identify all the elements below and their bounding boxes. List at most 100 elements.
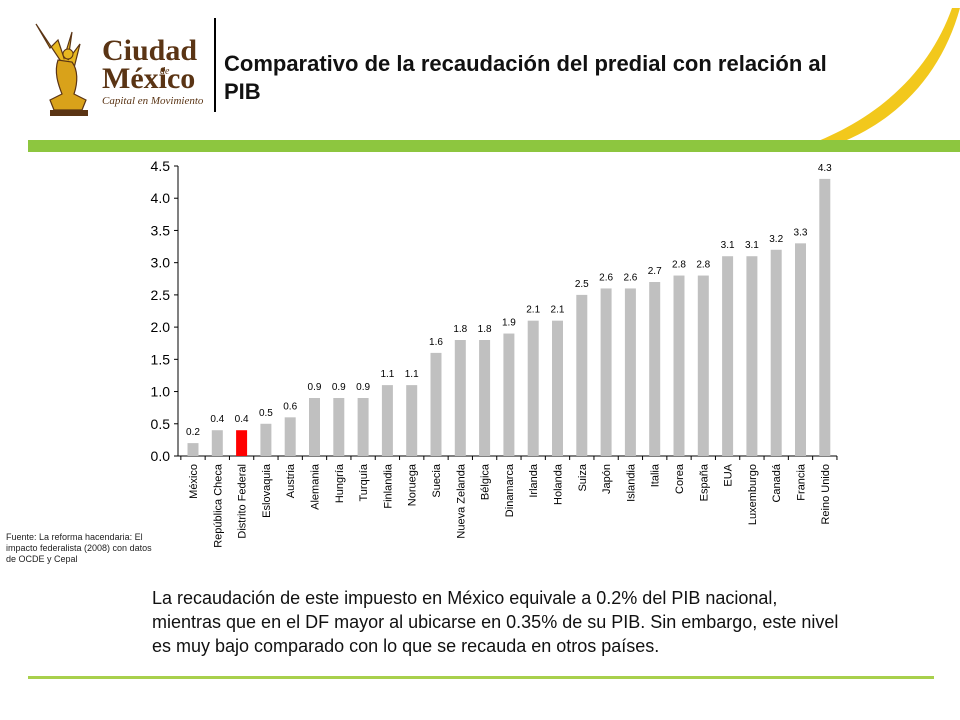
category-label: Hungría [334,463,346,503]
bar-value-label: 1.1 [380,369,394,380]
yellow-swoosh-decoration [800,8,960,152]
bar-value-label: 4.3 [818,163,832,174]
chart-axes: 0.0 0.5 1.0 1.5 2.0 2.5 3.0 3.5 4.0 4.5 [151,158,838,464]
summary-line-2: mientras que en el DF mayor al ubicarse … [152,612,839,632]
bar-value-label: 2.1 [526,305,540,316]
bar-22 [722,256,734,456]
category-label: Nueva Zelanda [455,463,467,538]
category-label: Dinamarca [504,463,516,517]
bar-value-label: 1.8 [478,324,492,335]
category-label: Irlanda [528,463,540,498]
category-label: Reino Unido [820,464,832,525]
y-tick-label: 2.5 [151,287,171,303]
category-label: Holanda [553,463,565,505]
category-label: Finlandia [382,463,394,509]
category-label: Eslovaquia [261,463,273,518]
y-tick-label: 1.0 [151,384,171,400]
chart-value-labels: 0.2 0.4 0.4 0.5 0.6 0.9 0.9 0.9 1.1 1.1 1.6 1.8 1.8 1… [186,163,832,438]
bar-11 [454,340,466,456]
bar-7 [357,398,369,456]
summary-line-1: La recaudación de este impuesto en Méxic… [152,588,778,608]
category-label: Turquía [358,463,370,501]
bar-value-label: 2.6 [599,272,613,283]
header-divider [214,18,216,112]
category-label: EUA [723,463,735,486]
bar-19 [649,282,661,456]
y-tick-label: 4.5 [151,158,171,174]
category-label: Canadá [771,463,783,502]
category-label: Distrito Federal [237,464,249,539]
category-label: Luxemburgo [747,464,759,525]
header: Ciudad de México Capital en Movimiento C… [0,0,960,152]
bar-value-label: 1.9 [502,318,516,329]
category-label: Bélgica [480,463,492,500]
y-tick-label: 1.5 [151,351,171,367]
category-label: Japón [601,464,613,494]
bar-3 [260,423,272,456]
footer-green-rule [28,676,934,679]
source-note: Fuente: La reforma hacendaria: El impact… [6,532,152,564]
y-tick-label: 3.0 [151,255,171,271]
bar-value-label: 1.8 [453,324,467,335]
bar-value-label: 3.1 [721,240,735,251]
y-tick-label: 4.0 [151,190,171,206]
bar-value-label: 2.1 [551,305,565,316]
bar-12 [479,340,491,456]
y-tick-label: 3.5 [151,222,171,238]
bar-16 [576,294,588,456]
bar-8 [381,385,393,456]
bar-value-label: 0.4 [210,414,224,425]
category-label: Alemania [310,463,322,510]
category-label: República Checa [212,463,224,548]
category-label: Suiza [577,463,589,491]
summary-paragraph: La recaudación de este impuesto en Méxic… [152,586,960,658]
bar-value-label: 0.9 [332,382,346,393]
category-label: Islandia [625,463,637,502]
bar-value-label: 2.6 [623,272,637,283]
bar-value-label: 3.3 [794,227,808,238]
bar-13 [503,333,515,456]
bar-value-label: 1.6 [429,337,443,348]
bar-value-label: 0.2 [186,427,200,438]
bar-value-label: 3.2 [769,234,783,245]
bar-0 [187,443,199,456]
summary-line-3: es muy bajo comparado con lo que se reca… [152,636,660,656]
y-tick-label: 2.0 [151,319,171,335]
ciudad-de-mexico-logo: Ciudad de México Capital en Movimiento [35,23,204,116]
bar-21 [697,275,709,456]
bar-2 [236,430,248,456]
bar-17 [600,288,612,456]
bar-26 [819,178,831,456]
bar-5 [309,398,320,456]
page-title: Comparativo de la recaudación del predia… [224,51,827,104]
bar-value-label: 0.4 [235,414,249,425]
category-label: México [188,464,200,499]
bar-value-label: 0.6 [283,401,297,412]
category-label: España [698,463,710,501]
bar-value-label: 2.8 [672,260,686,271]
bar-18 [624,288,636,456]
chart-bars [187,178,831,456]
bar-value-label: 0.9 [356,382,370,393]
bar-value-label: 0.5 [259,408,273,419]
bar-4 [284,417,296,456]
category-label: Noruega [407,463,419,506]
bar-14 [527,320,539,456]
angel-emblem-icon [35,23,88,116]
bar-23 [746,256,758,456]
chart-category-labels: México República Checa Distrito Federal Esl… [188,463,832,548]
category-label: Italia [650,463,662,487]
bar-value-label: 1.1 [405,369,419,380]
logo-tagline: Capital en Movimiento [102,95,204,107]
logo-text-ciudad: Ciudad [102,34,197,67]
bar-value-label: 2.8 [696,260,710,271]
y-tick-label: 0.5 [151,416,171,432]
category-label: Corea [674,463,686,494]
bar-value-label: 3.1 [745,240,759,251]
logo-text-de: de [160,66,170,77]
logo-text-mexico: México [102,62,195,95]
bar-value-label: 2.5 [575,279,589,290]
category-label: Suecia [431,463,443,498]
bar-value-label: 0.9 [308,382,322,393]
y-tick-label: 0.0 [151,448,171,464]
